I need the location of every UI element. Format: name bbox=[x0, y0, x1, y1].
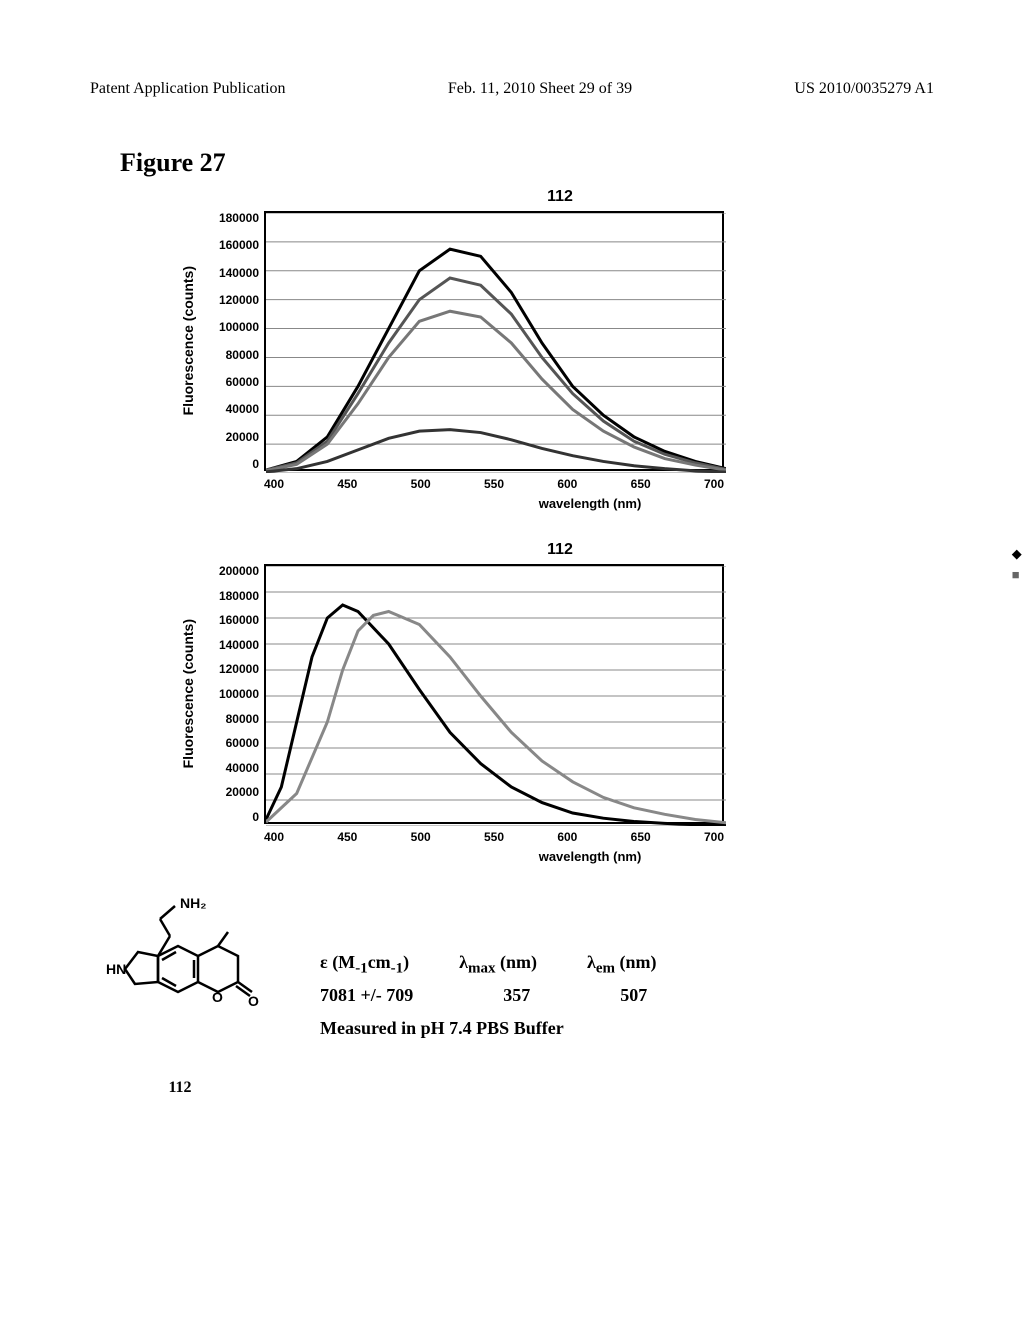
chemical-structure: NH₂ HN O O 112 bbox=[100, 894, 260, 1097]
chart-1-area: 112 Fluorescence (counts) 02000040000600… bbox=[180, 188, 940, 511]
td-epsilon: 7081 +/- 709 bbox=[320, 985, 413, 1006]
nh2-label: NH₂ bbox=[180, 895, 206, 911]
chart-1-yticks: 0200004000060000800001000001200001400001… bbox=[204, 211, 259, 471]
table-value-row: 7081 +/- 709 357 507 bbox=[320, 985, 657, 1006]
chart-1-xlabel: wavelength (nm) bbox=[240, 496, 940, 511]
table-header-row: ε (M-1cm-1) λmax (nm) λem (nm) bbox=[320, 952, 657, 978]
properties-table: ε (M-1cm-1) λmax (nm) λem (nm) 7081 +/- … bbox=[320, 952, 657, 1040]
chart-2-yticks: 0200004000060000800001000001200001400001… bbox=[204, 564, 259, 824]
hn-label: HN bbox=[106, 961, 126, 977]
o-carbonyl-label: O bbox=[248, 993, 259, 1009]
chart-1-container: Fluorescence (counts) 020000400006000080… bbox=[180, 211, 940, 471]
chart-2-xticks: 400450500550600650700 bbox=[264, 830, 724, 844]
th-epsilon: ε (M-1cm-1) bbox=[320, 952, 409, 978]
structure-row: NH₂ HN O O 112 ε (M-1cm-1) λmax (nm) λem… bbox=[100, 894, 1024, 1097]
chart-1-plot bbox=[264, 211, 724, 471]
o-ring-label: O bbox=[212, 989, 223, 1005]
th-lambda-max: λmax (nm) bbox=[459, 952, 537, 978]
table-caption: Measured in pH 7.4 PBS Buffer bbox=[320, 1018, 657, 1039]
chart-2-plot bbox=[264, 564, 724, 824]
chart-2-legend: ◆Chloroform■Methanol bbox=[1012, 544, 1024, 586]
chart-1-xticks: 400450500550600650700 bbox=[264, 477, 724, 491]
header-right: US 2010/0035279 A1 bbox=[794, 80, 934, 98]
chart-2-container: Fluorescence (counts) 020000400006000080… bbox=[180, 564, 940, 824]
structure-svg: NH₂ HN O O bbox=[100, 894, 260, 1074]
chart-2-xlabel: wavelength (nm) bbox=[240, 849, 940, 864]
td-lambda-max: 357 bbox=[503, 985, 530, 1006]
chart-2-ylabel: Fluorescence (counts) bbox=[180, 619, 196, 768]
page-header: Patent Application Publication Feb. 11, … bbox=[0, 0, 1024, 98]
compound-id: 112 bbox=[100, 1079, 260, 1097]
header-center: Feb. 11, 2010 Sheet 29 of 39 bbox=[448, 80, 632, 98]
th-lambda-em: λem (nm) bbox=[587, 952, 657, 978]
chart-1-title: 112 bbox=[180, 188, 940, 206]
chart-1-ylabel: Fluorescence (counts) bbox=[180, 266, 196, 415]
chart-2-area: 112 Fluorescence (counts) 02000040000600… bbox=[180, 541, 940, 864]
td-lambda-em: 507 bbox=[620, 985, 647, 1006]
header-left: Patent Application Publication bbox=[90, 80, 286, 98]
figure-title: Figure 27 bbox=[120, 148, 1024, 178]
chart-2-title: 112 bbox=[180, 541, 940, 559]
